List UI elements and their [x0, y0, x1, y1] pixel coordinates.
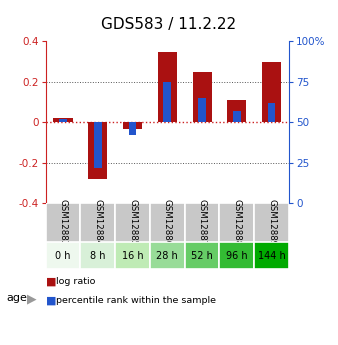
Bar: [219, 204, 254, 242]
Bar: [262, 62, 281, 122]
Text: percentile rank within the sample: percentile rank within the sample: [56, 296, 216, 305]
Text: GSM12885: GSM12885: [128, 199, 137, 246]
Text: 0 h: 0 h: [55, 250, 71, 260]
Bar: [198, 98, 206, 122]
Bar: [80, 242, 115, 269]
Text: ▶: ▶: [27, 292, 37, 305]
Text: 96 h: 96 h: [226, 250, 248, 260]
Bar: [150, 204, 185, 242]
Bar: [158, 51, 177, 122]
Bar: [59, 119, 67, 122]
Bar: [80, 204, 115, 242]
Bar: [185, 242, 219, 269]
Text: GSM12887: GSM12887: [198, 199, 207, 246]
Text: log ratio: log ratio: [56, 277, 95, 286]
Bar: [268, 103, 275, 122]
Text: GSM12886: GSM12886: [163, 199, 172, 246]
Text: GSM12889: GSM12889: [267, 199, 276, 246]
Bar: [227, 100, 246, 122]
Text: GSM12888: GSM12888: [232, 199, 241, 246]
Bar: [46, 242, 80, 269]
Bar: [115, 204, 150, 242]
Text: GSM12883: GSM12883: [58, 199, 68, 246]
Text: 52 h: 52 h: [191, 250, 213, 260]
Bar: [115, 242, 150, 269]
Text: 16 h: 16 h: [122, 250, 143, 260]
Text: 28 h: 28 h: [156, 250, 178, 260]
Bar: [129, 122, 136, 136]
Text: ■: ■: [46, 276, 56, 286]
Bar: [254, 242, 289, 269]
Text: 144 h: 144 h: [258, 250, 286, 260]
Text: 8 h: 8 h: [90, 250, 105, 260]
Text: GDS583 / 11.2.22: GDS583 / 11.2.22: [101, 17, 237, 32]
Text: ■: ■: [46, 295, 56, 305]
Bar: [185, 204, 219, 242]
Bar: [254, 204, 289, 242]
Text: GSM12884: GSM12884: [93, 199, 102, 246]
Bar: [53, 118, 73, 122]
Bar: [123, 122, 142, 129]
Bar: [150, 242, 185, 269]
Text: age: age: [7, 294, 28, 303]
Bar: [88, 122, 107, 179]
Bar: [46, 204, 80, 242]
Bar: [193, 72, 212, 122]
Bar: [233, 111, 241, 122]
Bar: [219, 242, 254, 269]
Bar: [94, 122, 102, 168]
Bar: [164, 82, 171, 122]
